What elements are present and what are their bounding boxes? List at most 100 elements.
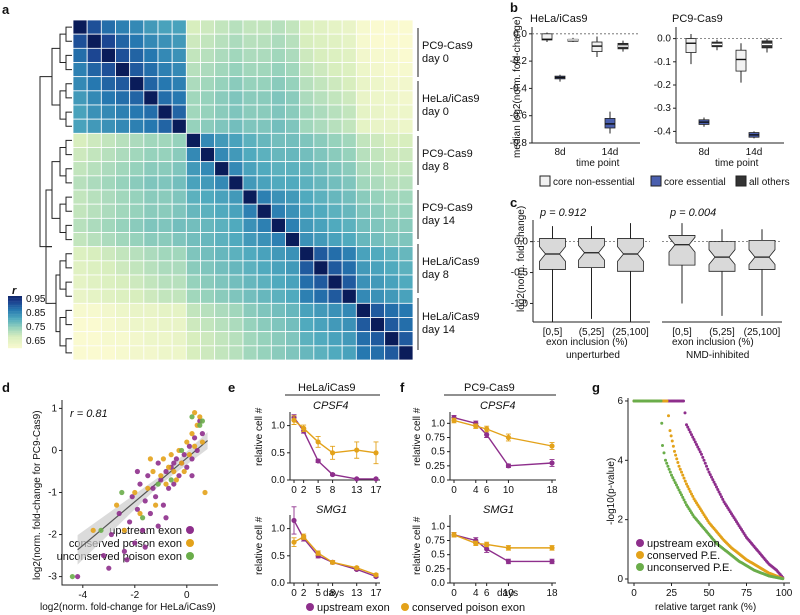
heatmap-cell (115, 147, 131, 163)
heatmap-cell (270, 217, 286, 233)
heatmap-cell (214, 274, 230, 290)
heatmap-cell (129, 19, 145, 35)
heatmap-cell (256, 62, 272, 78)
heatmap-cell (86, 232, 102, 248)
g-point-2 (660, 421, 664, 425)
heatmap-cell (299, 104, 315, 120)
heatmap-cell (398, 90, 414, 106)
heatmap-cell (299, 90, 315, 106)
d-point-upstream (155, 523, 161, 529)
dendrogram-branch (65, 196, 72, 212)
heatmap-cell (398, 104, 414, 120)
line-ytick-label: 0.25 (426, 564, 446, 575)
heatmap-cell (341, 90, 357, 106)
heatmap-cell (242, 76, 258, 92)
panel-c-plots: 0.0 -0.5 -1.0 [0,5] (5,25] (25,100] [0,5] (5,25… (511, 220, 782, 338)
line-xtick-label: 0 (451, 588, 457, 599)
heatmap-cell (299, 345, 315, 361)
heatmap-cell (398, 19, 414, 35)
heatmap-cell (355, 260, 371, 276)
heatmap-cell (214, 76, 230, 92)
heatmap-cell (171, 345, 187, 361)
heatmap-cell (327, 232, 343, 248)
heatmap-cell (171, 132, 187, 148)
panel-c-ylabel: log2(norm. fold-change) (516, 206, 527, 312)
heatmap-cell (370, 118, 386, 134)
panel-c-pvalue-1: p = 0.912 (539, 207, 586, 219)
heatmap-cell (143, 302, 159, 318)
heatmap-cell (171, 189, 187, 205)
heatmap-cell (327, 47, 343, 63)
heatmap-cell (341, 76, 357, 92)
heatmap-cell (341, 260, 357, 276)
heatmap-cell (200, 47, 216, 63)
heatmap-cell (72, 232, 88, 248)
heatmap-cell (214, 118, 230, 134)
d-point-conserved (199, 439, 205, 445)
d-point-upstream (194, 447, 200, 454)
heatmap-cell (185, 331, 201, 347)
line-point (373, 450, 379, 456)
heatmap-cell (285, 274, 301, 290)
heatmap-cell (214, 33, 230, 49)
heatmap-cell (242, 217, 258, 233)
heatmap-cell (86, 90, 102, 106)
b-ytick-label: -0.6 (510, 111, 528, 122)
colorbar-tick-4: 0.65 (26, 336, 46, 347)
b-xtick-label: 8d (554, 147, 565, 158)
g-point-0 (701, 455, 705, 459)
heatmap-cell (285, 189, 301, 205)
d-point-conserved (184, 439, 190, 445)
g-point-1 (676, 461, 680, 465)
heatmap-cell (72, 288, 88, 304)
dendrogram-branch (65, 253, 72, 269)
c-xtick-label: (5,25] (709, 327, 735, 338)
heatmap-cell (355, 232, 371, 248)
heatmap-cell (115, 288, 131, 304)
colorbar-step (8, 325, 22, 328)
g-ytick-label: 2 (617, 515, 623, 526)
heatmap-cell (129, 147, 145, 163)
line-point (315, 439, 321, 445)
heatmap-cell (143, 232, 159, 248)
heatmap-cell (285, 317, 301, 333)
heatmap-cell (384, 246, 400, 262)
panel-b-plots: 0.0 -0.2 -0.4 -0.6 -0.8 8d 14d 0.0 -0.1 -0.2 -0.3 -… (510, 27, 784, 158)
heatmap-cell (157, 217, 173, 233)
heatmap-cell (313, 33, 329, 49)
d-point-upstream (155, 460, 161, 466)
heatmap-cell (200, 90, 216, 106)
heatmap-cell (384, 132, 400, 148)
legend-swatch-nonessential (539, 175, 551, 187)
legend-label-essential: core essential (664, 177, 726, 188)
heatmap-cell (157, 90, 173, 106)
line-xtick-label: 13 (351, 485, 363, 496)
g-xtick-label: 25 (666, 588, 678, 599)
heatmap-cell (100, 232, 116, 248)
colorbar-step (8, 307, 22, 310)
heatmap-cell (313, 62, 329, 78)
line-xtick-label: 6 (484, 588, 490, 599)
legend-label-nonessential: core non-essential (553, 177, 635, 188)
heatmap-cell (143, 331, 159, 347)
heatmap-cell (200, 345, 216, 361)
heatmap-cell (270, 161, 286, 177)
heatmap-cell (171, 260, 187, 276)
line-point (291, 417, 297, 423)
heatmap-cell (341, 33, 357, 49)
d-point-unconserved (197, 422, 203, 428)
heatmap-cell (157, 274, 173, 290)
heatmap-cell (200, 147, 216, 163)
heatmap-cell (228, 302, 244, 318)
heatmap-cell (129, 317, 145, 333)
line-ytick-label: 0.75 (426, 536, 446, 547)
d-point-conserved (145, 485, 151, 491)
heatmap-cell (313, 217, 329, 233)
line-point (301, 534, 307, 540)
colorbar-step (8, 333, 22, 336)
heatmap-cell (299, 302, 315, 318)
heatmap-cell (285, 147, 301, 163)
heatmap-cell (185, 62, 201, 78)
heatmap-cell (143, 118, 159, 134)
heatmap-cell (327, 33, 343, 49)
